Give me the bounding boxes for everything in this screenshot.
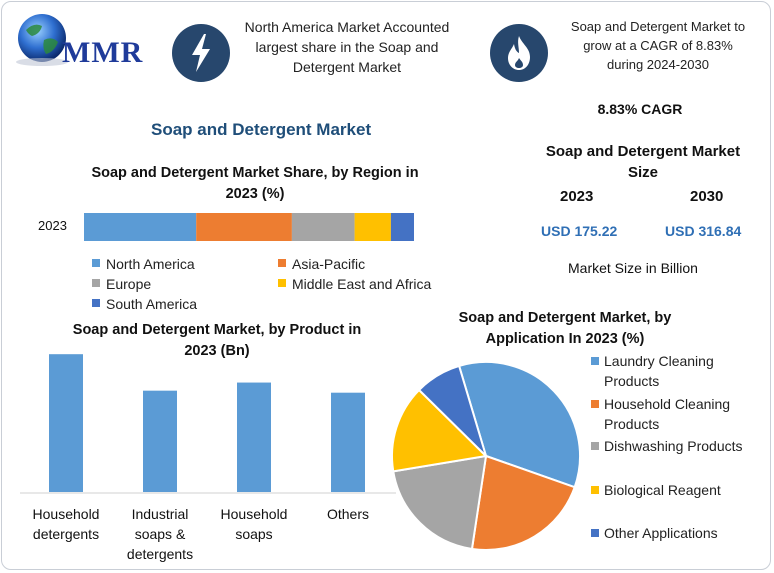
legend-swatch <box>591 529 599 537</box>
legend-swatch <box>92 299 100 307</box>
application-legend-household-cleaning-products: Household Cleaning Products <box>591 394 764 434</box>
market-size-title: Soap and Detergent Market Size <box>545 143 741 181</box>
product-category-label: Household detergents <box>32 506 100 542</box>
legend-label: Europe <box>106 276 152 292</box>
legend-swatch <box>278 279 286 287</box>
logo-text: MMR <box>62 36 144 69</box>
product-bar-household-detergents <box>49 354 83 492</box>
lightning-icon <box>192 34 210 72</box>
cagr-text: 8.83% CAGR <box>597 101 683 117</box>
product-bar-others <box>331 392 365 492</box>
product-bar-chart <box>20 354 396 494</box>
region-legend-asia-pacific: Asia-Pacific <box>278 255 365 273</box>
application-legend-other-applications: Other Applications <box>591 523 764 543</box>
region-legend-south-america: South America <box>92 295 197 313</box>
pie-slice-biological-reagent <box>391 388 489 473</box>
pie-slice-other-applications <box>417 364 487 457</box>
application-legend-biological-reagent: Biological Reagent <box>591 480 764 500</box>
legend-label: Biological Reagent <box>604 482 721 498</box>
application-chart-title: Soap and Detergent Market, by Applicatio… <box>458 310 672 347</box>
legend-label: Asia-Pacific <box>292 256 366 272</box>
main-title: Soap and Detergent Market <box>151 120 372 139</box>
pie-slice-dishwashing-products <box>392 454 488 551</box>
legend-swatch <box>591 486 599 494</box>
kpi-value-1: USD 175.22 <box>541 223 618 239</box>
region-category-label: 2023 <box>38 218 67 233</box>
legend-swatch <box>591 442 599 450</box>
region-segment-north-america <box>84 213 197 241</box>
product-chart-title: Soap and Detergent Market, by Product in… <box>72 322 362 359</box>
region-chart-title: Soap and Detergent Market Share, by Regi… <box>91 165 419 202</box>
region-segment-asia-pacific <box>196 213 292 241</box>
product-category-label: Industrial soaps & detergents <box>126 506 194 562</box>
legend-label: Middle East and Africa <box>292 276 432 292</box>
product-bar-household-soaps <box>237 382 271 492</box>
legend-swatch <box>92 279 100 287</box>
region-legend-north-america: North America <box>92 255 195 273</box>
application-legend-laundry-cleaning-products: Laundry Cleaning Products <box>591 351 744 391</box>
market-size-unit-note: Market Size in Billion <box>568 260 698 276</box>
region-legend-europe: Europe <box>92 275 151 293</box>
product-category-label: Others <box>326 506 369 522</box>
region-segment-europe <box>291 213 355 241</box>
legend-swatch <box>591 400 599 408</box>
legend-swatch <box>92 259 100 267</box>
kpi-year-1: 2023 <box>560 188 594 205</box>
header-left-text: North America Market Accounted largest s… <box>244 19 450 75</box>
legend-label: North America <box>106 256 195 272</box>
logo: MMR <box>12 10 162 70</box>
flame-icon <box>508 36 530 70</box>
legend-swatch <box>591 357 599 365</box>
lightning-icon-circle <box>172 24 230 82</box>
kpi-year-2: 2030 <box>690 188 724 205</box>
flame-icon-circle <box>490 24 548 82</box>
product-bar-industrial-soaps-detergents <box>143 390 177 492</box>
pie-slice-laundry-cleaning-products <box>457 361 581 489</box>
region-stacked-bar <box>84 213 414 241</box>
pie-slice-household-cleaning-products <box>470 454 576 551</box>
legend-label: Dishwashing Products <box>604 438 743 454</box>
product-category-label: Household soaps <box>220 506 288 542</box>
kpi-value-2: USD 316.84 <box>665 223 742 239</box>
application-pie-chart <box>391 361 581 551</box>
legend-label: Other Applications <box>604 525 718 541</box>
region-segment-south-america <box>390 213 414 241</box>
legend-label: South America <box>106 296 198 312</box>
application-legend-dishwashing-products: Dishwashing Products <box>591 436 764 456</box>
legend-label: Laundry Cleaning Products <box>604 353 714 389</box>
legend-swatch <box>278 259 286 267</box>
header-right-text: Soap and Detergent Market to grow at a C… <box>570 19 746 72</box>
globe-icon <box>16 14 68 66</box>
legend-label: Household Cleaning Products <box>604 396 731 432</box>
region-legend-middle-east-and-africa: Middle East and Africa <box>278 275 431 293</box>
region-segment-middle-east-and-africa <box>354 213 391 241</box>
